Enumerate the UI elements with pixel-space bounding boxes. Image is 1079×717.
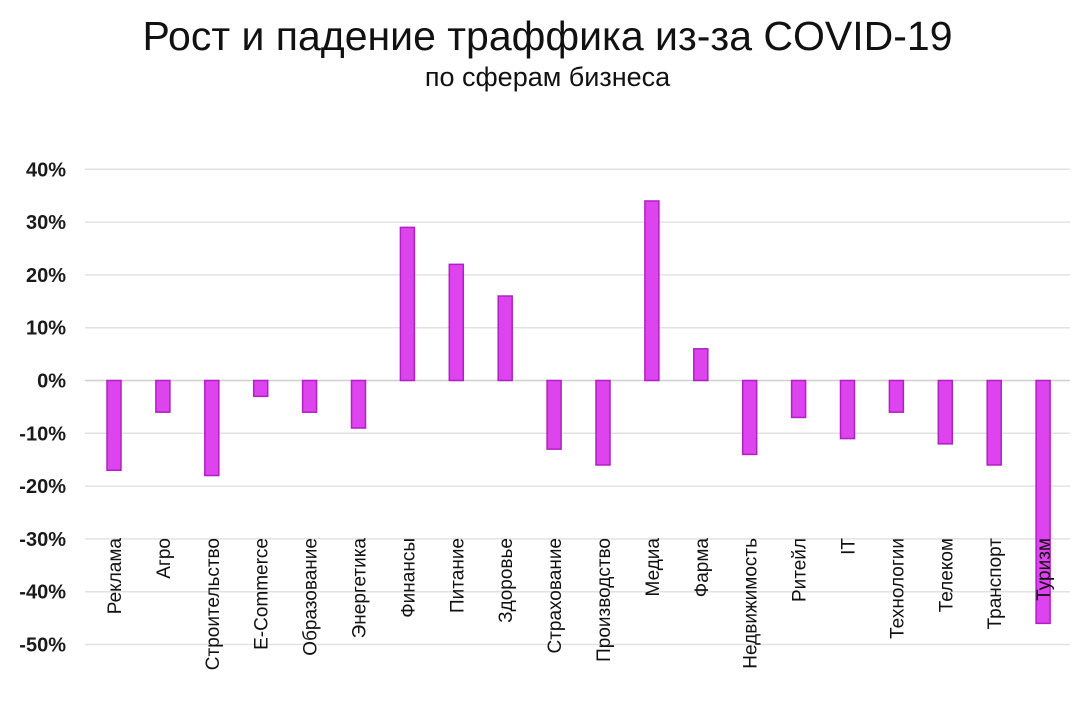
x-tick-label: Агро [154, 538, 175, 579]
bar [155, 379, 171, 413]
bar [986, 379, 1002, 466]
y-tick-label: -20% [19, 476, 66, 498]
category-labels: Реклама Агро Строительство E-Commerce Образо… [105, 538, 1055, 671]
bar [790, 379, 807, 419]
x-tick-label: Образование [301, 538, 322, 656]
bar [252, 379, 269, 398]
chart-subtitle: по сферам бизнеса [424, 62, 671, 92]
bar [546, 379, 562, 450]
y-tick-label: -40% [19, 582, 66, 604]
x-tick-label: Туризм [1034, 538, 1055, 601]
bars [106, 200, 1051, 625]
bar [106, 379, 122, 472]
x-tick-label: Ритейл [790, 538, 811, 602]
bar [350, 379, 367, 429]
x-tick-label: Реклама [105, 538, 126, 615]
bar [595, 379, 611, 466]
x-tick-label: Транспорт [985, 538, 1006, 630]
y-tick-label: 30% [26, 212, 66, 234]
bar [399, 226, 416, 382]
y-axis: 40% 30% 20% 10% 0% -10% -20% -30% -40% -50% [19, 159, 66, 656]
y-tick-label: -30% [19, 529, 66, 551]
x-tick-label: Питание [447, 538, 468, 613]
chart-title: Рост и падение траффика из-за COVID-19 [142, 13, 953, 59]
x-tick-label: IT [839, 538, 860, 555]
y-tick-label: 20% [26, 265, 66, 287]
bar [1035, 379, 1051, 625]
x-tick-label: Здоровье [496, 538, 517, 623]
x-tick-label: Производство [594, 538, 615, 662]
y-tick-label: -10% [19, 423, 66, 445]
x-tick-label: Телеком [936, 538, 957, 612]
bar [741, 379, 758, 456]
grid-lines [85, 168, 1070, 646]
y-tick-label: 40% [26, 159, 66, 181]
x-tick-label: E-Commerce [252, 538, 273, 650]
bar [301, 379, 318, 413]
y-tick-label: 10% [26, 318, 66, 340]
x-tick-label: Строительство [203, 538, 224, 670]
x-tick-label: Технологии [887, 538, 908, 639]
bar [497, 295, 513, 382]
x-tick-label: Финансы [398, 538, 419, 618]
x-tick-label: Фарма [692, 538, 713, 598]
bar [839, 379, 856, 440]
x-tick-label: Энергетика [350, 538, 371, 639]
x-tick-label: Медиа [643, 538, 664, 597]
bar [644, 200, 660, 382]
bar [937, 379, 954, 445]
x-tick-label: Страхование [545, 538, 566, 654]
bar [693, 348, 709, 382]
y-tick-label: -50% [19, 635, 66, 657]
bar [888, 379, 905, 413]
bar [448, 263, 465, 382]
y-tick-label: 0% [37, 371, 66, 393]
x-tick-label: Недвижимость [741, 538, 762, 669]
bar [204, 379, 220, 477]
